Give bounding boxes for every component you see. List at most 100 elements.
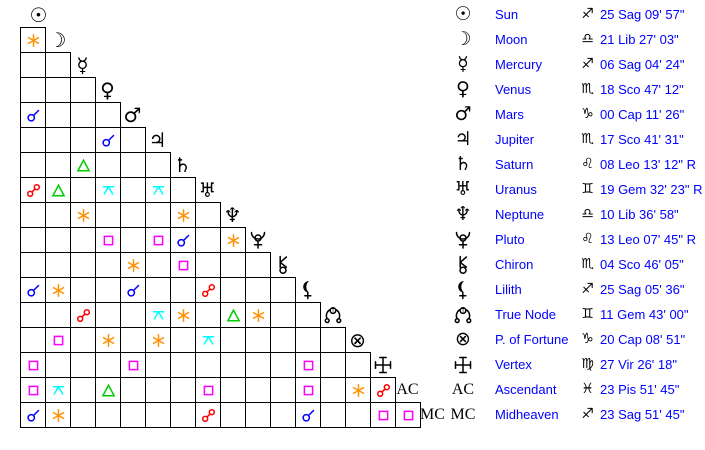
- libra-sign-icon: ♎: [581, 31, 594, 47]
- libra-sign-icon: ♎: [581, 206, 594, 222]
- planet-position: 20 Cap 08' 51": [600, 332, 686, 347]
- square-icon: [51, 333, 66, 348]
- aspect-cell-empty: [295, 302, 321, 328]
- aspect-cell-empty: [145, 352, 171, 378]
- aspect-cell-empty: [320, 327, 346, 353]
- quincunx-icon: [151, 183, 166, 198]
- conjunction-icon: [26, 108, 41, 123]
- aspect-cell-empty: [195, 352, 221, 378]
- fortune-glyph-icon: ⊗: [455, 328, 471, 350]
- planet-name: Mercury: [495, 57, 542, 72]
- aspect-cell-empty: [20, 252, 46, 278]
- aspect-cell-empty: [195, 227, 221, 253]
- planet-position: 00 Cap 11' 26": [600, 107, 685, 122]
- aspect-cell-empty: [170, 352, 196, 378]
- grid-diagonal-ac-glyph: AC: [395, 377, 420, 403]
- aspect-cell: [95, 377, 121, 403]
- planet-position: 10 Lib 36' 58": [600, 207, 679, 222]
- square-icon: [201, 383, 216, 398]
- pluto-glyph-icon: [453, 230, 473, 250]
- aspect-cell: [220, 302, 246, 328]
- aspect-cell: [95, 327, 121, 353]
- conjunction-icon: [26, 408, 41, 423]
- planet-name: Venus: [495, 82, 532, 97]
- gemini-sign-icon: ♊: [581, 181, 594, 197]
- aspect-cell-empty: [120, 202, 146, 228]
- aspect-cell-empty: [245, 377, 271, 403]
- aspect-cell: [195, 277, 221, 303]
- aspect-cell-empty: [45, 252, 71, 278]
- sextile-icon: [51, 283, 66, 298]
- sun-glyph-icon: ☉: [454, 3, 472, 25]
- lilith-glyph-icon: [298, 280, 318, 300]
- leo-sign-icon: ♌: [581, 231, 594, 247]
- planet-glyph-cell: ☽: [446, 27, 480, 52]
- aspect-cell-empty: [145, 252, 171, 278]
- aspect-cell-empty: [45, 227, 71, 253]
- aspect-cell-empty: [170, 277, 196, 303]
- square-icon: [376, 408, 391, 423]
- aspect-cell-empty: [120, 152, 146, 178]
- aspect-cell-empty: [245, 402, 271, 428]
- neptune-glyph-icon: ♆: [454, 203, 472, 225]
- planet-position: 21 Lib 27' 03": [600, 32, 679, 47]
- square-icon: [176, 258, 191, 273]
- true-node-glyph-icon: T: [323, 305, 343, 325]
- capricorn-sign-icon: ♑: [581, 106, 594, 122]
- aspect-cell: [95, 127, 121, 153]
- planet-row: Chiron ♏ 04 Sco 46' 05": [440, 252, 705, 277]
- aspect-cell-empty: [45, 302, 71, 328]
- aspect-cell: [70, 202, 96, 228]
- planet-row: ♅ Uranus ♊ 19 Gem 32' 23" R: [440, 177, 705, 202]
- sextile-icon: [126, 258, 141, 273]
- sextile-icon: [176, 308, 191, 323]
- aspect-cell-empty: [145, 152, 171, 178]
- aspect-cell-empty: [20, 227, 46, 253]
- vertex-glyph-icon: [373, 355, 393, 375]
- aspect-cell: [120, 277, 146, 303]
- planet-position: 19 Gem 32' 23" R: [600, 182, 703, 197]
- aspect-cell: [20, 352, 46, 378]
- aspect-cell-empty: [45, 202, 71, 228]
- planet-position: 23 Sag 51' 45": [600, 407, 685, 422]
- grid-diagonal-pluto-glyph: [245, 227, 270, 253]
- aspect-cell: [120, 352, 146, 378]
- aspect-cell: [20, 177, 46, 203]
- vertex-glyph-icon: [453, 355, 473, 375]
- planet-name: Ascendant: [495, 382, 557, 397]
- aspect-cell-empty: [95, 252, 121, 278]
- aspect-cell: [370, 377, 396, 403]
- planet-row: Vertex ♍ 27 Vir 26' 18": [440, 352, 705, 377]
- aspect-cell-empty: [220, 277, 246, 303]
- jupiter-glyph-icon: ♃: [454, 128, 472, 150]
- trine-icon: [101, 383, 116, 398]
- planet-row: ♄ Saturn ♌ 08 Leo 13' 12" R: [440, 152, 705, 177]
- planet-glyph-cell: [446, 277, 480, 302]
- moon-glyph-icon: ☽: [48, 28, 67, 52]
- aspect-cell-empty: [145, 277, 171, 303]
- aspect-cell: [45, 177, 71, 203]
- sagittarius-sign-icon: ♐: [581, 281, 594, 297]
- planet-glyph-cell: [446, 352, 480, 377]
- aspect-cell-empty: [120, 402, 146, 428]
- trine-icon: [51, 183, 66, 198]
- aspect-cell-empty: [70, 102, 96, 128]
- chiron-glyph-icon: [453, 255, 473, 275]
- aspect-cell-empty: [20, 302, 46, 328]
- aspect-cell: [45, 277, 71, 303]
- aspect-cell-empty: [95, 152, 121, 178]
- aspect-cell: [345, 377, 371, 403]
- planet-glyph-cell: ☉: [446, 2, 480, 27]
- sun-glyph-icon: ☉: [29, 3, 48, 27]
- quincunx-icon: [201, 333, 216, 348]
- aspect-cell: [20, 27, 46, 53]
- square-icon: [301, 383, 316, 398]
- aspect-cell-empty: [245, 252, 271, 278]
- aspect-cell: [70, 152, 96, 178]
- aspect-cell: [170, 302, 196, 328]
- aspect-cell-empty: [195, 302, 221, 328]
- aspect-cell-empty: [220, 402, 246, 428]
- opposition-icon: [376, 383, 391, 398]
- aspect-cell: [145, 327, 171, 353]
- chiron-glyph-icon: [273, 255, 293, 275]
